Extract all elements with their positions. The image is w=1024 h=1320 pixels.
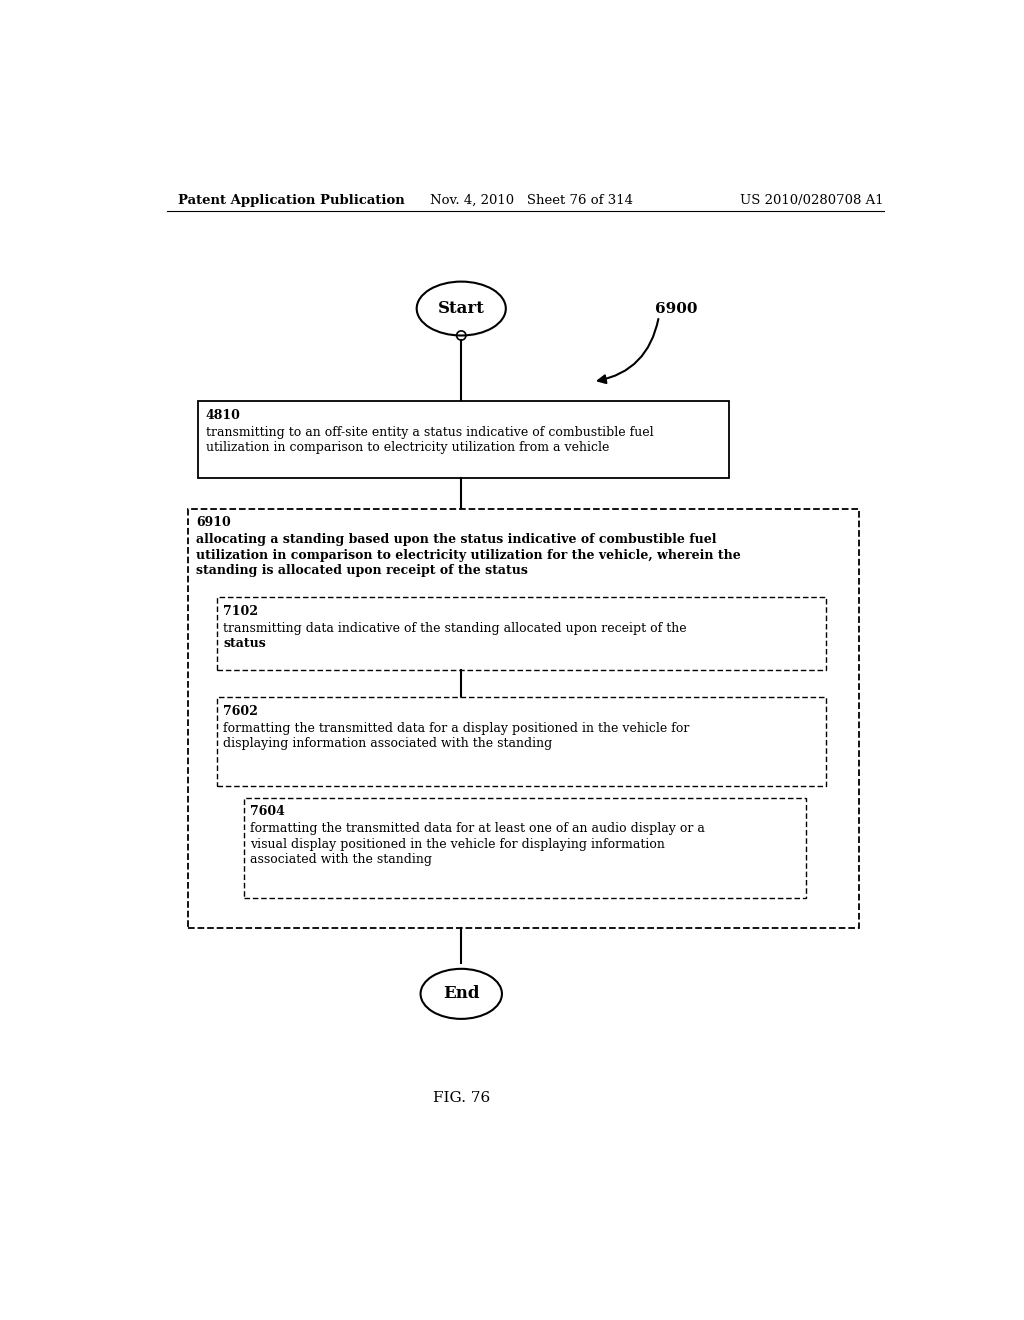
Text: 7604: 7604 xyxy=(251,805,286,818)
Text: End: End xyxy=(443,985,479,1002)
Text: status: status xyxy=(223,638,266,651)
Bar xyxy=(217,697,825,785)
Text: formatting the transmitted data for a display positioned in the vehicle for: formatting the transmitted data for a di… xyxy=(223,722,690,735)
Text: transmitting data indicative of the standing allocated upon receipt of the: transmitting data indicative of the stan… xyxy=(223,622,687,635)
Text: Nov. 4, 2010   Sheet 76 of 314: Nov. 4, 2010 Sheet 76 of 314 xyxy=(430,194,633,207)
Text: 6900: 6900 xyxy=(655,301,697,315)
Bar xyxy=(188,508,859,928)
Text: standing is allocated upon receipt of the status: standing is allocated upon receipt of th… xyxy=(197,564,528,577)
Text: utilization in comparison to electricity utilization for the vehicle, wherein th: utilization in comparison to electricity… xyxy=(197,549,741,562)
Text: 6910: 6910 xyxy=(197,516,231,529)
Bar xyxy=(245,797,806,898)
Text: allocating a standing based upon the status indicative of combustible fuel: allocating a standing based upon the sta… xyxy=(197,533,717,546)
Bar xyxy=(198,401,729,478)
Text: visual display positioned in the vehicle for displaying information: visual display positioned in the vehicle… xyxy=(251,838,666,850)
Text: formatting the transmitted data for at least one of an audio display or a: formatting the transmitted data for at l… xyxy=(251,822,706,836)
Text: associated with the standing: associated with the standing xyxy=(251,853,432,866)
Bar xyxy=(217,597,825,671)
Text: transmitting to an off-site entity a status indicative of combustible fuel: transmitting to an off-site entity a sta… xyxy=(206,425,653,438)
Text: 7602: 7602 xyxy=(223,705,258,718)
Text: FIG. 76: FIG. 76 xyxy=(432,1090,489,1105)
Text: displaying information associated with the standing: displaying information associated with t… xyxy=(223,738,553,751)
Text: utilization in comparison to electricity utilization from a vehicle: utilization in comparison to electricity… xyxy=(206,441,609,454)
Text: US 2010/0280708 A1: US 2010/0280708 A1 xyxy=(740,194,884,207)
Text: 7102: 7102 xyxy=(223,605,258,618)
Text: Start: Start xyxy=(438,300,484,317)
Text: 4810: 4810 xyxy=(206,409,241,421)
Text: Patent Application Publication: Patent Application Publication xyxy=(178,194,406,207)
